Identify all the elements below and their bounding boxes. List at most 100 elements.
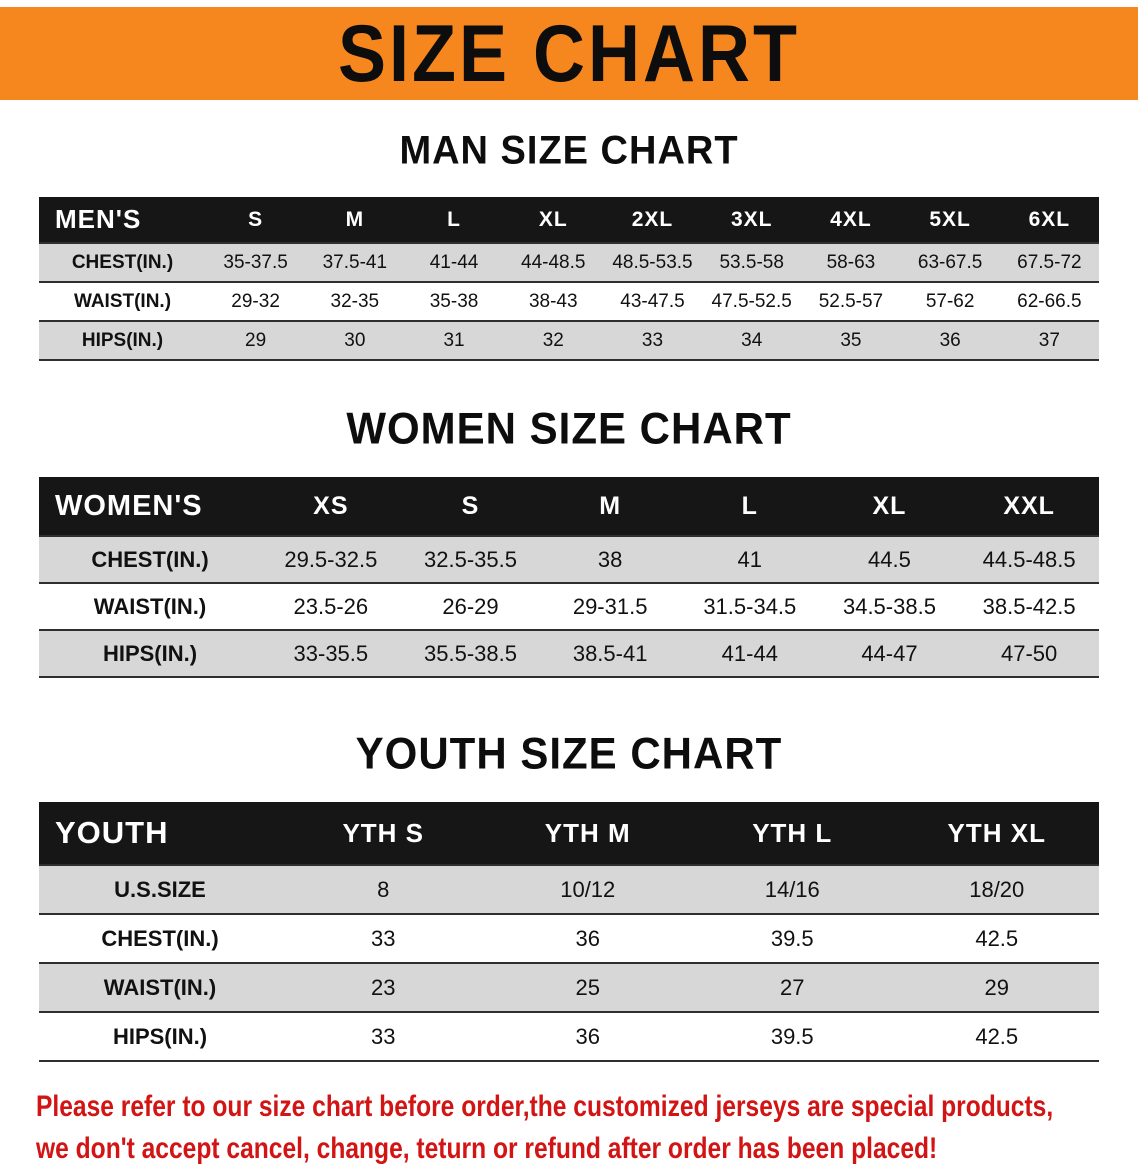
men-chest-row: CHEST(IN.) 35-37.5 37.5-41 41-44 44-48.5…	[39, 242, 1099, 282]
data-cell: 41	[679, 535, 820, 583]
women-waist-row: WAIST(IN.) 23.5-26 26-29 29-31.5 31.5-34…	[39, 582, 1099, 630]
youth-corner-label: YOUTH	[39, 802, 281, 865]
data-cell: 36	[485, 913, 690, 963]
data-cell: 47-50	[959, 629, 1099, 678]
disclaimer: Please refer to our size chart before or…	[0, 1090, 1138, 1166]
row-label-cell: CHEST(IN.)	[39, 242, 206, 282]
youth-header-row: YOUTH YTH S YTH M YTH L YTH XL	[39, 802, 1099, 865]
data-cell: 62-66.5	[999, 281, 1099, 321]
women-size-table: WOMEN'S XS S M L XL XXL CHEST(IN.) 29.5-…	[39, 477, 1099, 678]
header-cell: YTH L	[690, 802, 895, 865]
data-cell: 38	[540, 535, 680, 583]
data-cell: 27	[690, 962, 895, 1012]
women-table-body: CHEST(IN.) 29.5-32.5 32.5-35.5 38 41 44.…	[39, 535, 1099, 678]
row-label-cell: HIPS(IN.)	[39, 320, 206, 361]
data-cell: 25	[485, 962, 690, 1012]
row-label-cell: WAIST(IN.)	[39, 962, 281, 1012]
row-label-cell: WAIST(IN.)	[39, 281, 206, 321]
data-cell: 43-47.5	[602, 281, 703, 321]
header-cell: 3XL	[702, 197, 802, 243]
data-cell: 18/20	[894, 864, 1099, 914]
men-corner-label: MEN'S	[39, 197, 206, 243]
data-cell: 30	[305, 320, 405, 361]
data-cell: 31.5-34.5	[679, 582, 820, 630]
data-cell: 29	[894, 962, 1099, 1012]
women-table-head: WOMEN'S XS S M L XL XXL	[39, 477, 1099, 536]
data-cell: 41-44	[404, 242, 504, 282]
youth-table-head: YOUTH YTH S YTH M YTH L YTH XL	[39, 802, 1099, 865]
header-cell: S	[206, 197, 306, 243]
data-cell: 42.5	[894, 913, 1099, 963]
row-label-cell: HIPS(IN.)	[39, 1011, 281, 1062]
header-cell: 5XL	[900, 197, 1000, 243]
data-cell: 42.5	[894, 1011, 1099, 1062]
data-cell: 29-32	[206, 281, 306, 321]
data-cell: 34	[702, 320, 802, 361]
data-cell: 53.5-58	[702, 242, 802, 282]
women-chest-row: CHEST(IN.) 29.5-32.5 32.5-35.5 38 41 44.…	[39, 535, 1099, 583]
data-cell: 31	[404, 320, 504, 361]
data-cell: 57-62	[900, 281, 1000, 321]
header-cell: M	[540, 477, 680, 536]
banner: SIZE CHART	[0, 7, 1138, 100]
data-cell: 14/16	[690, 864, 895, 914]
row-label-cell: HIPS(IN.)	[39, 629, 261, 678]
row-label-cell: U.S.SIZE	[39, 864, 281, 914]
data-cell: 44.5-48.5	[959, 535, 1099, 583]
data-cell: 33	[281, 1011, 486, 1062]
header-cell: YTH XL	[894, 802, 1099, 865]
data-cell: 44.5	[819, 535, 960, 583]
youth-ussize-row: U.S.SIZE 8 10/12 14/16 18/20	[39, 864, 1099, 914]
men-header-row: MEN'S S M L XL 2XL 3XL 4XL 5XL 6XL	[39, 197, 1099, 243]
data-cell: 36	[900, 320, 1000, 361]
data-cell: 58-63	[801, 242, 901, 282]
header-cell: YTH S	[281, 802, 486, 865]
data-cell: 10/12	[485, 864, 690, 914]
data-cell: 39.5	[690, 913, 895, 963]
data-cell: 47.5-52.5	[702, 281, 802, 321]
data-cell: 33	[281, 913, 486, 963]
data-cell: 37.5-41	[305, 242, 405, 282]
banner-title: SIZE CHART	[338, 8, 800, 99]
header-cell: XS	[261, 477, 401, 536]
men-hips-row: HIPS(IN.) 29 30 31 32 33 34 35 36 37	[39, 320, 1099, 361]
men-table-head: MEN'S S M L XL 2XL 3XL 4XL 5XL 6XL	[39, 197, 1099, 243]
data-cell: 35.5-38.5	[400, 629, 541, 678]
data-cell: 44-48.5	[503, 242, 603, 282]
data-cell: 29	[206, 320, 306, 361]
data-cell: 44-47	[819, 629, 960, 678]
women-corner-label: WOMEN'S	[39, 477, 261, 536]
disclaimer-line-2: we don't accept cancel, change, teturn o…	[36, 1132, 938, 1165]
data-cell: 63-67.5	[900, 242, 1000, 282]
data-cell: 32.5-35.5	[400, 535, 541, 583]
data-cell: 38-43	[503, 281, 603, 321]
data-cell: 35	[801, 320, 901, 361]
header-cell: 2XL	[602, 197, 703, 243]
header-cell: XL	[503, 197, 603, 243]
youth-section-title: YOUTH SIZE CHART	[355, 728, 783, 779]
data-cell: 33	[602, 320, 703, 361]
youth-size-table: YOUTH YTH S YTH M YTH L YTH XL U.S.SIZE …	[39, 802, 1099, 1062]
header-cell: YTH M	[485, 802, 690, 865]
youth-waist-row: WAIST(IN.) 23 25 27 29	[39, 962, 1099, 1012]
data-cell: 32	[503, 320, 603, 361]
data-cell: 29-31.5	[540, 582, 680, 630]
men-section-title: MAN SIZE CHART	[399, 128, 739, 174]
youth-hips-row: HIPS(IN.) 33 36 39.5 42.5	[39, 1011, 1099, 1062]
data-cell: 35-37.5	[206, 242, 306, 282]
header-cell: S	[400, 477, 541, 536]
women-hips-row: HIPS(IN.) 33-35.5 35.5-38.5 38.5-41 41-4…	[39, 629, 1099, 678]
data-cell: 29.5-32.5	[261, 535, 401, 583]
youth-chest-row: CHEST(IN.) 33 36 39.5 42.5	[39, 913, 1099, 963]
header-cell: 4XL	[801, 197, 901, 243]
size-chart-page: SIZE CHART MAN SIZE CHART MEN'S S M L XL…	[0, 7, 1138, 1165]
header-cell: L	[404, 197, 504, 243]
data-cell: 52.5-57	[801, 281, 901, 321]
data-cell: 39.5	[690, 1011, 895, 1062]
row-label-cell: CHEST(IN.)	[39, 535, 261, 583]
data-cell: 8	[281, 864, 486, 914]
row-label-cell: CHEST(IN.)	[39, 913, 281, 963]
data-cell: 38.5-41	[540, 629, 680, 678]
header-cell: L	[679, 477, 820, 536]
row-label-cell: WAIST(IN.)	[39, 582, 261, 630]
